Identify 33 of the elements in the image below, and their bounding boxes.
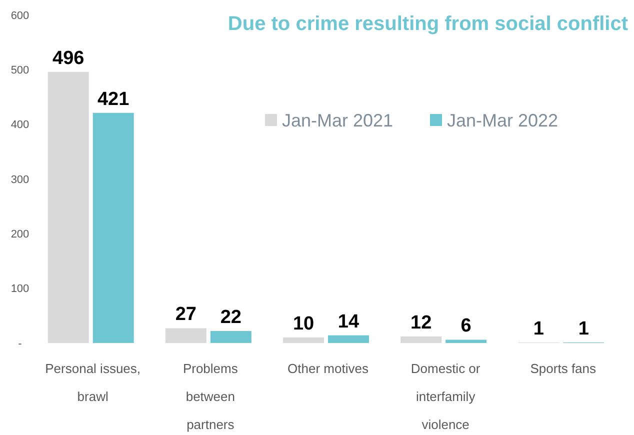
data-label: 22	[220, 306, 242, 328]
y-tick-label: -	[18, 338, 22, 350]
data-label: 496	[52, 48, 84, 69]
bar	[283, 338, 324, 343]
data-label: 10	[292, 314, 314, 335]
data-label: 14	[338, 311, 360, 332]
y-tick-label: 200	[10, 228, 30, 241]
bar	[165, 328, 206, 343]
bar	[48, 72, 89, 343]
legend-label: Jan-Mar 2021	[282, 110, 394, 130]
x-tick-label: Personal issues, brawl	[45, 361, 141, 404]
bar	[210, 330, 252, 343]
x-tick-label: Domestic or interfamily violence	[410, 361, 481, 432]
y-tick-label: 500	[10, 64, 30, 77]
data-label: 6	[460, 316, 472, 337]
bar	[92, 112, 134, 343]
x-tick-label: Other motives	[288, 361, 369, 376]
bar	[328, 335, 369, 343]
x-tick-label: Problems between partners	[182, 361, 238, 432]
y-tick-label: 300	[10, 174, 30, 186]
y-tick-label: 100	[10, 283, 30, 296]
x-tick-label: Sports fans	[530, 361, 597, 376]
chart-title: Due to crime resulting from social conflict	[228, 13, 628, 35]
data-label: 1	[578, 318, 590, 340]
data-label: 421	[97, 88, 130, 110]
bar	[446, 340, 487, 343]
data-label: 12	[410, 312, 432, 334]
data-label: 1	[533, 318, 544, 340]
legend-label: Jan-Mar 2022	[447, 110, 558, 130]
data-label: 27	[175, 304, 197, 326]
y-tick-label: 600	[10, 10, 30, 22]
bar	[400, 336, 442, 343]
y-tick-label: 400	[10, 119, 30, 132]
